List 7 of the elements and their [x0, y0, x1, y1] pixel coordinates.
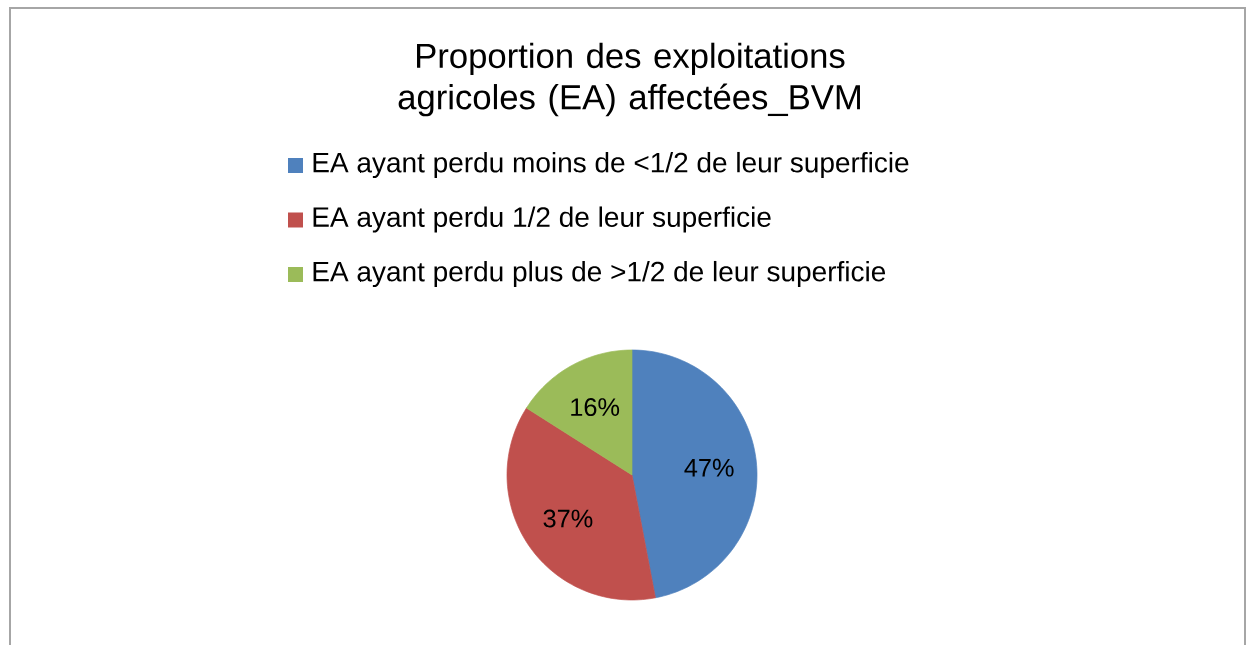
data-label: 37% [543, 509, 593, 528]
legend-label: EA ayant perdu plus de >1/2 de leur superficie [313, 260, 886, 288]
chart-title: Proportion des exploitations agricoles (EA) affectées_BVM [398, 42, 860, 117]
data-label: 16% [571, 398, 620, 417]
legend-label: EA ayant perdu 1/2 de leur superficie [313, 206, 771, 233]
legend-label: EA ayant perdu moins de <1/2 de leur superficie [313, 151, 909, 179]
data-label: 47% [684, 458, 734, 477]
